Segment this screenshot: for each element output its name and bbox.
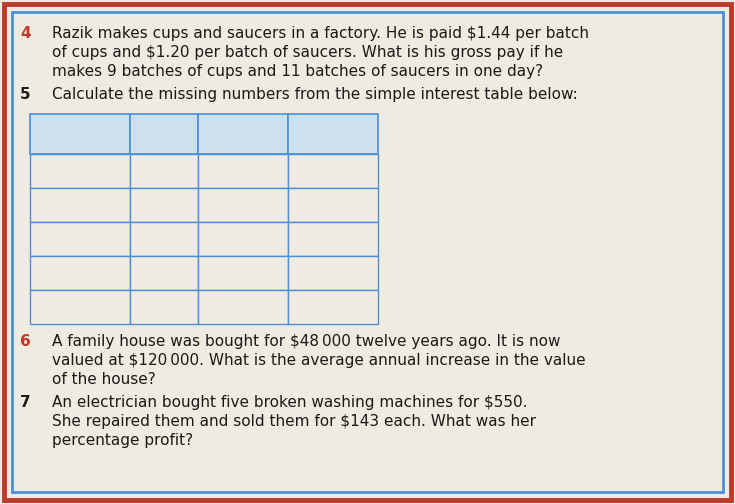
Bar [198, 188, 288, 222]
Bar [30, 114, 130, 154]
Bar [288, 114, 378, 154]
Text: 5: 5 [159, 231, 168, 246]
Text: 390: 390 [319, 266, 347, 281]
Text: e: e [76, 299, 85, 314]
Bar [288, 222, 378, 256]
Bar [30, 188, 130, 222]
Text: Rate
(%): Rate (%) [147, 120, 182, 148]
Text: 4: 4 [238, 299, 248, 314]
Bar [288, 256, 378, 290]
Text: a: a [329, 163, 337, 178]
Bar [288, 154, 378, 188]
Text: of the house?: of the house? [52, 372, 156, 387]
Text: d: d [159, 266, 168, 281]
Bar [288, 188, 378, 222]
Text: 6: 6 [20, 334, 31, 349]
Text: An electrician bought five broken washing machines for $550.: An electrician bought five broken washin… [52, 395, 528, 410]
Text: She repaired them and sold them for $143 each. What was her: She repaired them and sold them for $143… [52, 414, 536, 429]
Text: b: b [159, 198, 168, 213]
Text: A family house was bought for $48 000 twelve years ago. It is now: A family house was bought for $48 000 tw… [52, 334, 561, 349]
Text: 96: 96 [323, 231, 343, 246]
Text: 3.75: 3.75 [148, 299, 180, 314]
Text: percentage profit?: percentage profit? [52, 433, 193, 448]
Text: 3: 3 [238, 198, 248, 213]
Bar [198, 290, 288, 324]
Text: 6: 6 [159, 163, 168, 178]
Text: c: c [239, 231, 247, 246]
Bar [198, 222, 288, 256]
Bar [130, 256, 198, 290]
Bar [30, 222, 130, 256]
Bar [30, 290, 130, 324]
Text: Time
(years): Time (years) [216, 120, 270, 148]
Bar [130, 188, 198, 222]
Text: Razik makes cups and saucers in a factory. He is paid $1.44 per batch: Razik makes cups and saucers in a factor… [52, 26, 589, 41]
Text: valued at $120 000. What is the average annual increase in the value: valued at $120 000. What is the average … [52, 353, 586, 368]
Bar [130, 114, 198, 154]
Bar [30, 256, 130, 290]
Text: 480: 480 [66, 231, 94, 246]
Bar [198, 114, 288, 154]
Bar [130, 290, 198, 324]
Text: 4: 4 [238, 163, 248, 178]
Text: 7: 7 [20, 395, 31, 410]
Text: makes 9 batches of cups and 11 batches of saucers in one day?: makes 9 batches of cups and 11 batches o… [52, 64, 543, 79]
Text: Principal
($): Principal ($) [47, 120, 113, 148]
Text: 300: 300 [66, 163, 94, 178]
Text: 60: 60 [323, 198, 343, 213]
Text: 4: 4 [20, 26, 31, 41]
Text: 250: 250 [66, 198, 94, 213]
Text: 650: 650 [66, 266, 94, 281]
Bar [130, 154, 198, 188]
Text: Interest
($): Interest ($) [304, 120, 362, 148]
Bar [30, 154, 130, 188]
Text: 8: 8 [238, 266, 248, 281]
Bar [198, 256, 288, 290]
Text: 187.50: 187.50 [307, 299, 359, 314]
Text: of cups and $1.20 per batch of saucers. What is his gross pay if he: of cups and $1.20 per batch of saucers. … [52, 45, 563, 60]
Text: 5: 5 [20, 87, 31, 102]
Bar [198, 154, 288, 188]
Bar [288, 290, 378, 324]
Text: Calculate the missing numbers from the simple interest table below:: Calculate the missing numbers from the s… [52, 87, 578, 102]
Bar [130, 222, 198, 256]
